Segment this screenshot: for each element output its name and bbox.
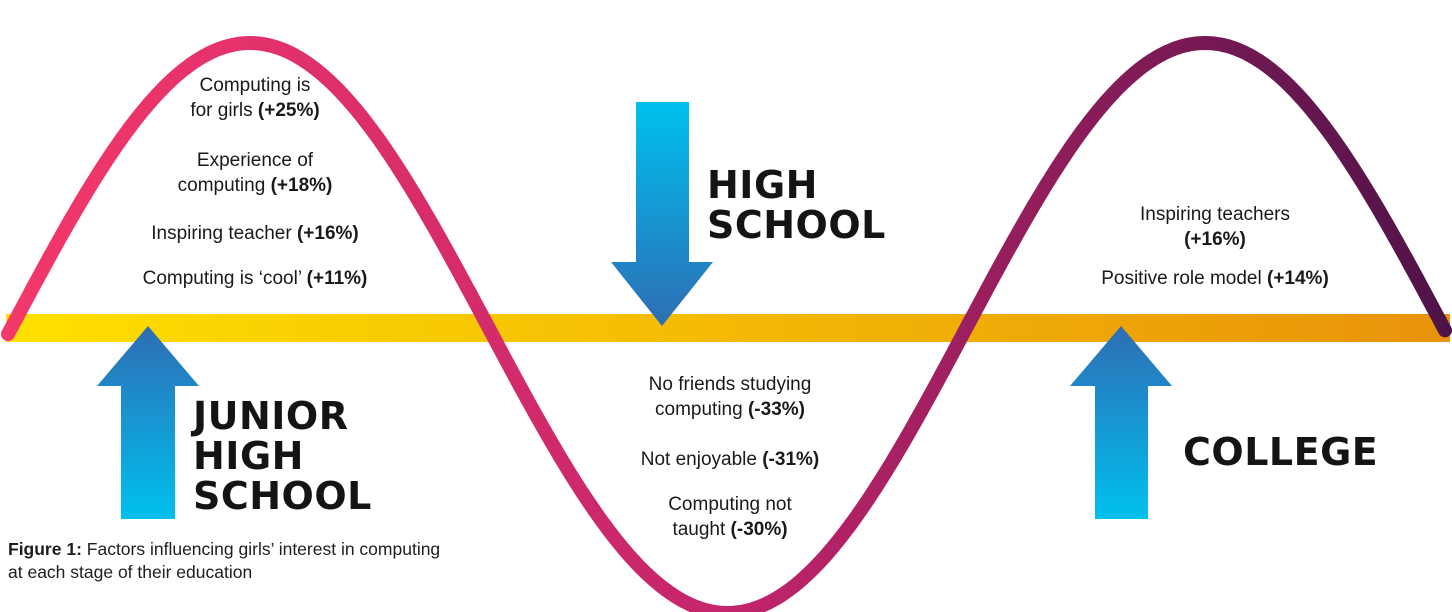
factor-percent: (-33%) bbox=[747, 399, 805, 420]
factor-text: computing bbox=[177, 175, 271, 196]
caption-label: Figure 1: bbox=[8, 539, 82, 559]
stage-label-line: HIGH bbox=[707, 163, 818, 207]
factor-text: Experience of bbox=[196, 150, 314, 171]
factor-text: for girls bbox=[190, 100, 258, 121]
interest-wave bbox=[1, 35, 1452, 612]
factor-text: Inspiring teachers bbox=[1140, 204, 1290, 225]
factor-text: taught bbox=[672, 519, 731, 540]
factor-text: Positive role model bbox=[1101, 268, 1267, 289]
factor-percent: (+11%) bbox=[306, 268, 368, 289]
factor-percent: (+16%) bbox=[1184, 229, 1246, 250]
factor-percent: (-30%) bbox=[730, 519, 788, 540]
factor-percent: (+25%) bbox=[257, 100, 320, 121]
high-school-down-arrow bbox=[611, 102, 713, 326]
junior-high-factor-2: Experience of computing (+18%) bbox=[100, 148, 410, 198]
factor-text: Computing is bbox=[199, 75, 311, 96]
factor-percent: (+16%) bbox=[296, 223, 359, 244]
junior-high-factor-1: Computing is for girls (+25%) bbox=[100, 73, 410, 123]
figure-caption: Figure 1: Factors influencing girls’ int… bbox=[8, 538, 448, 584]
junior-high-factor-4: Computing is ‘cool’ (+11%) bbox=[100, 266, 410, 291]
factor-text: Not enjoyable bbox=[640, 449, 763, 470]
stage-label-line: HIGH bbox=[193, 434, 304, 478]
stage-label-line: COLLEGE bbox=[1183, 430, 1379, 474]
factor-percent: (+14%) bbox=[1267, 268, 1329, 289]
college-up-arrow bbox=[1070, 326, 1172, 519]
factor-percent: (+18%) bbox=[270, 175, 333, 196]
factor-percent: (-31%) bbox=[762, 449, 820, 470]
stage-label-high-school: HIGH SCHOOL bbox=[707, 165, 886, 245]
stage-label-line: JUNIOR bbox=[193, 394, 349, 438]
junior-high-factor-3: Inspiring teacher (+16%) bbox=[100, 221, 410, 246]
high-school-factor-3: Computing not taught (-30%) bbox=[600, 492, 860, 542]
factor-text: Computing is ‘cool’ bbox=[142, 268, 307, 289]
factor-text: No friends studying bbox=[648, 374, 812, 395]
timeline-band bbox=[6, 314, 1450, 342]
factor-text: Inspiring teacher bbox=[151, 223, 297, 244]
factor-text: computing bbox=[655, 399, 748, 420]
stage-label-junior-high: JUNIOR HIGH SCHOOL bbox=[193, 396, 372, 516]
high-school-factor-1: No friends studying computing (-33%) bbox=[600, 372, 860, 422]
stage-label-college: COLLEGE bbox=[1183, 432, 1378, 472]
stage-label-line: SCHOOL bbox=[193, 474, 372, 518]
college-factor-2: Positive role model (+14%) bbox=[1060, 266, 1370, 291]
caption-text: Factors influencing girls’ interest in c… bbox=[8, 539, 441, 582]
college-factor-1: Inspiring teachers (+16%) bbox=[1060, 202, 1370, 252]
stage-label-line: SCHOOL bbox=[707, 203, 886, 247]
factor-text: Computing not bbox=[668, 494, 792, 515]
high-school-factor-2: Not enjoyable (-31%) bbox=[600, 447, 860, 472]
junior-high-up-arrow bbox=[97, 326, 199, 519]
